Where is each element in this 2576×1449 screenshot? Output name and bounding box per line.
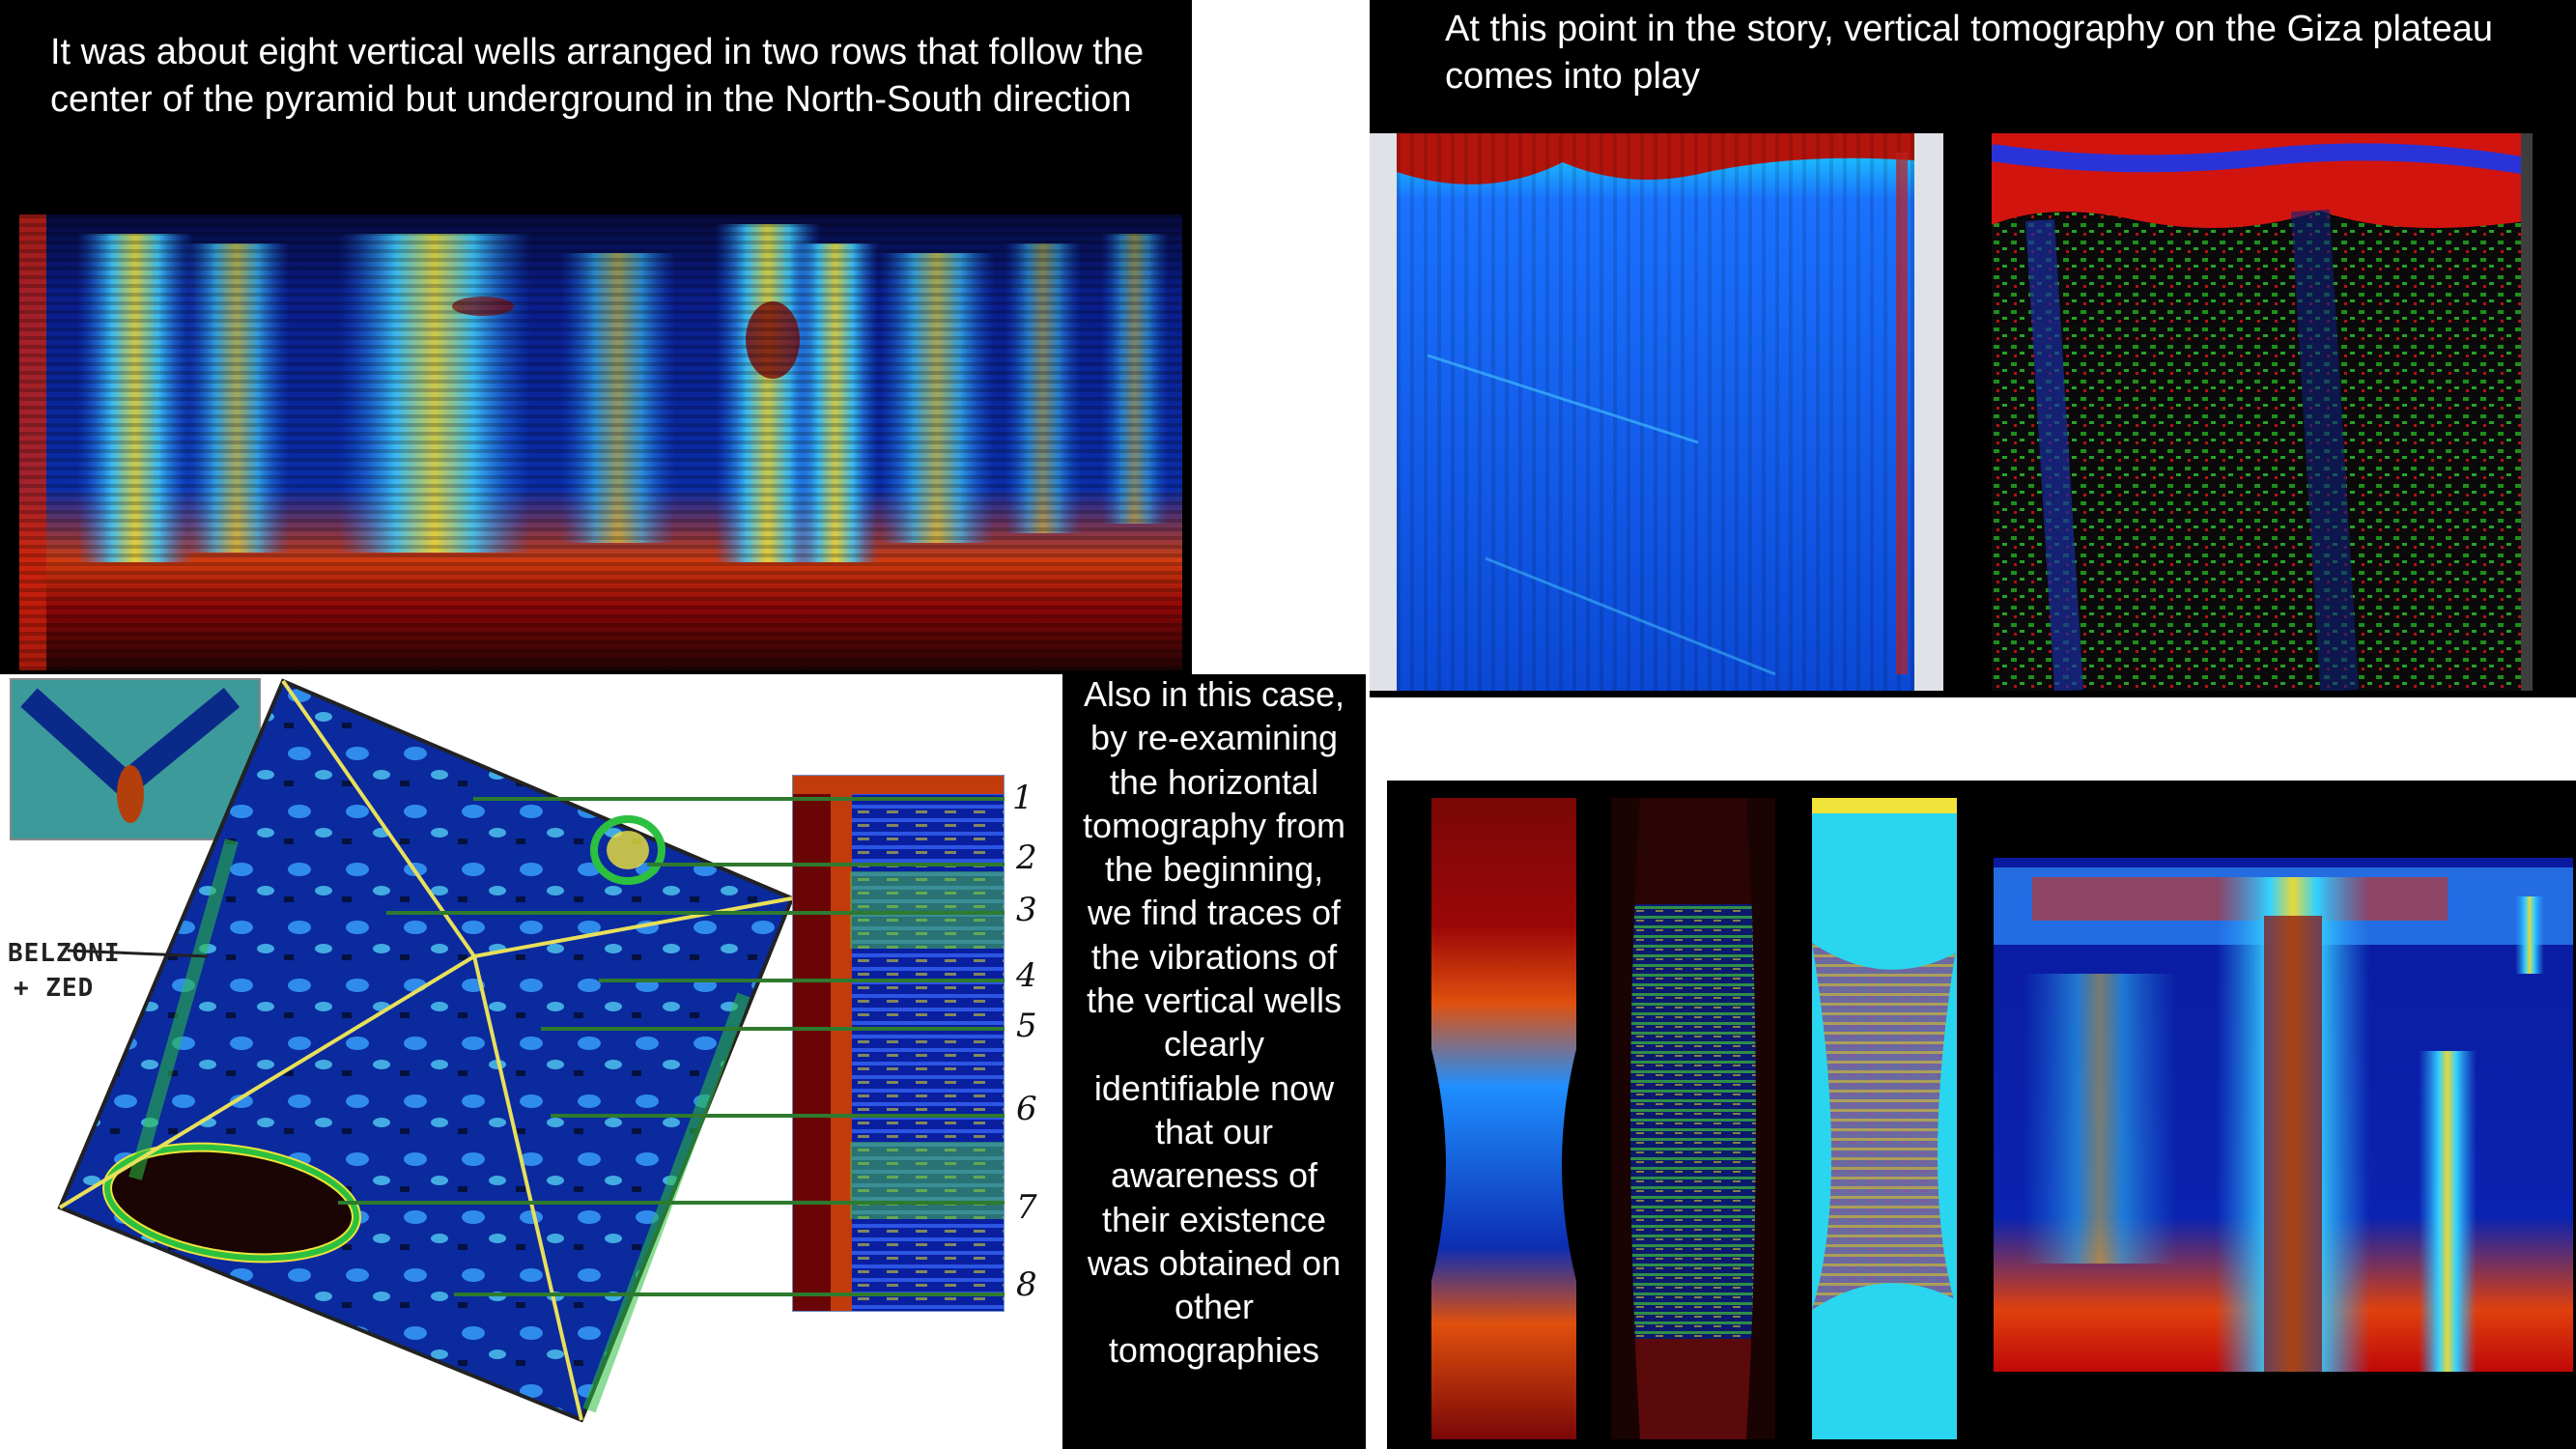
middle-caption-line: was obtained on [1087, 1242, 1342, 1283]
well-number-6: 6 [1016, 1090, 1037, 1128]
vertical-well-red-image [1431, 798, 1576, 1439]
horizontal-tomography-inset [10, 678, 261, 840]
middle-caption-line: we find traces of [1087, 893, 1342, 933]
vertical-well-green-image [1611, 798, 1775, 1439]
top-left-caption: It was about eight vertical wells arrang… [50, 32, 1145, 120]
well-guide-lines [0, 676, 1024, 1430]
middle-caption-line: the horizontal [1109, 761, 1319, 802]
north-south-tomography-image [19, 214, 1182, 670]
pyramid-horizontal-tomography [48, 676, 811, 1430]
middle-caption-line: tomographies [1108, 1330, 1320, 1371]
middle-caption-line: Also in this case, [1083, 674, 1345, 714]
middle-caption-box [1062, 674, 1366, 1449]
middle-caption-line: the vertical wells [1086, 980, 1343, 1021]
middle-caption-line: the vibrations of [1090, 936, 1338, 977]
vertical-tomography-blue-image [1370, 133, 1943, 691]
well-number-1: 1 [1012, 779, 1033, 817]
middle-caption-line: their existence [1101, 1199, 1327, 1239]
top-right-caption: At this point in the story, vertical tom… [1445, 9, 2493, 97]
well-number-5: 5 [1016, 1007, 1037, 1045]
well-number-7: 7 [1016, 1188, 1037, 1227]
middle-caption-line: that our [1154, 1111, 1274, 1151]
middle-caption-line: tomography from [1082, 805, 1346, 845]
well-number-3: 3 [1016, 891, 1037, 929]
middle-caption-line: identifiable now [1093, 1067, 1335, 1108]
belzoni-label: BELZONI [8, 939, 121, 968]
vertical-tomography-red-green-image [1992, 133, 2533, 691]
well-number-4: 4 [1016, 956, 1037, 995]
well-number-8: 8 [1016, 1265, 1037, 1304]
zed-label: + ZED [14, 974, 95, 1003]
middle-caption: Also in this case, by re-examining the h… [1062, 672, 1366, 1373]
middle-caption-line: the beginning, [1104, 849, 1324, 890]
well-number-2: 2 [1016, 838, 1037, 877]
middle-caption-line: awareness of [1110, 1155, 1318, 1196]
vertical-tomography-wide-image [1994, 858, 2573, 1372]
vertical-well-cyan-image [1812, 798, 1957, 1439]
middle-caption-line: by re-examining [1090, 718, 1339, 758]
middle-caption-line: other [1174, 1287, 1255, 1327]
middle-caption-line: clearly [1163, 1024, 1265, 1065]
